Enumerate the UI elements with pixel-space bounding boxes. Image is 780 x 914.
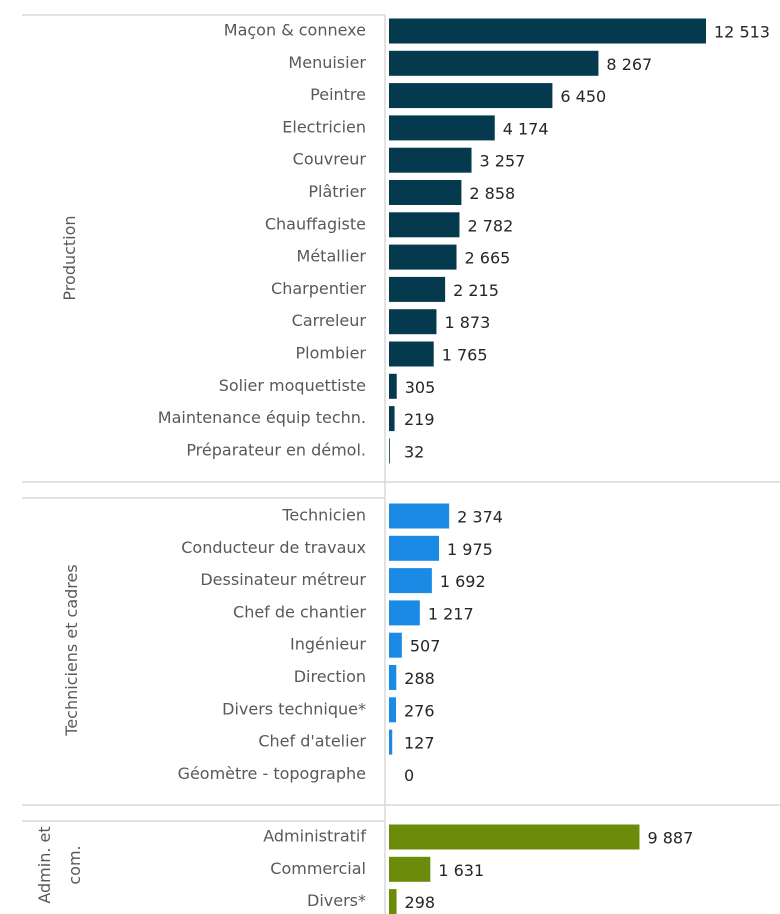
value-label: 4 174 [503, 119, 549, 138]
value-label: 32 [404, 442, 424, 461]
category-label: Ingénieur [290, 635, 366, 654]
value-label: 0 [404, 766, 414, 785]
value-label: 12 513 [714, 23, 770, 42]
category-label: Electricien [282, 117, 366, 136]
value-label: 1 217 [428, 604, 474, 623]
bar [389, 115, 495, 141]
category-label: Solier moquettiste [219, 376, 366, 395]
value-label: 9 887 [647, 829, 693, 848]
category-label: Plombier [296, 344, 367, 363]
group-label: Production [60, 215, 79, 301]
value-label: 1 873 [444, 313, 490, 332]
category-label: Conducteur de travaux [181, 538, 366, 557]
bar [389, 600, 420, 626]
bar [389, 341, 434, 367]
value-label: 8 267 [606, 55, 652, 74]
category-label: Peintre [310, 85, 366, 104]
value-label: 2 665 [465, 249, 511, 268]
category-label: Carreleur [292, 311, 367, 330]
value-label: 507 [410, 637, 441, 656]
bar [389, 568, 432, 594]
category-label: Métallier [297, 247, 367, 266]
value-label: 2 215 [453, 281, 499, 300]
value-label: 2 374 [457, 508, 503, 527]
bar [389, 180, 462, 205]
bar [389, 856, 431, 882]
bar [389, 50, 599, 76]
bar [389, 729, 393, 755]
category-label: Couvreur [293, 150, 367, 169]
category-label: Divers* [307, 891, 366, 910]
category-label: Direction [294, 667, 366, 686]
value-label: 298 [405, 893, 436, 912]
bar [389, 665, 397, 690]
value-label: 305 [405, 378, 436, 397]
bar [389, 632, 402, 658]
category-label: Divers technique* [222, 699, 366, 718]
category-label: Administratif [263, 827, 366, 846]
value-label: 3 257 [480, 152, 526, 171]
bar [389, 309, 437, 335]
value-label: 2 782 [467, 216, 513, 235]
category-label: Technicien [281, 506, 366, 525]
bar [389, 438, 390, 464]
value-label: 127 [404, 734, 435, 753]
category-label: Maintenance équip techn. [158, 408, 366, 427]
category-label: Maçon & connexe [224, 21, 366, 40]
category-label: Chef de chantier [233, 602, 366, 621]
category-label: Géomètre - topographe [178, 764, 366, 783]
bar [389, 824, 640, 850]
category-label: Menuisier [288, 53, 366, 72]
bar [389, 406, 395, 432]
category-label: Préparateur en démol. [186, 440, 366, 459]
category-label: Chauffagiste [265, 214, 366, 233]
value-label: 288 [404, 669, 435, 688]
bar [389, 147, 472, 173]
value-label: 2 858 [469, 184, 515, 203]
category-label: Dessinateur métreur [200, 570, 366, 589]
bar [389, 212, 460, 238]
bar [389, 276, 446, 302]
bar [389, 535, 440, 561]
category-label: Charpentier [271, 279, 366, 298]
value-label: 1 975 [447, 540, 493, 559]
category-label: Chef d'atelier [258, 732, 366, 751]
bar [389, 889, 397, 914]
value-label: 1 692 [440, 572, 486, 591]
value-label: 6 450 [560, 87, 606, 106]
group-label: Techniciens et cadres [62, 564, 81, 736]
value-label: 1 765 [442, 346, 488, 365]
value-label: 219 [404, 410, 435, 429]
bar [389, 373, 397, 399]
category-label: Commercial [270, 859, 366, 878]
value-label: 276 [404, 701, 435, 720]
category-label: Plâtrier [308, 182, 366, 201]
value-label: 1 631 [438, 861, 484, 880]
group-label: Admin. et com. [35, 826, 84, 904]
bar [389, 83, 553, 109]
bar [389, 18, 706, 44]
bar [389, 244, 457, 270]
bar [389, 697, 396, 723]
bar [389, 503, 450, 529]
